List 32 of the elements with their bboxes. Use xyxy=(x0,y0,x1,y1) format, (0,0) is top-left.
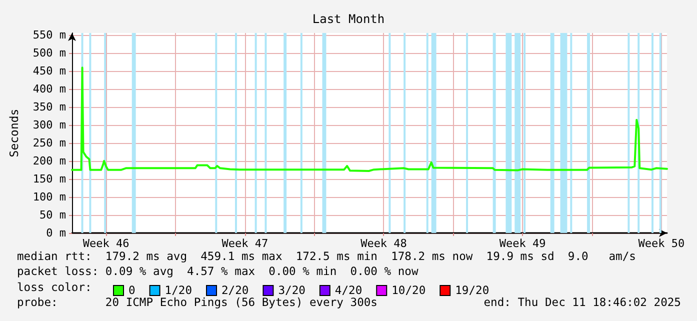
y-tick-label: 100 m xyxy=(32,190,66,204)
y-tick-label: 0 m xyxy=(46,226,66,240)
text: packet loss: 0.09 % avg 4.57 % max 0.00 % min 0.00 % now xyxy=(17,265,418,279)
x-tick-label: Week 49 xyxy=(499,237,546,250)
legend-label: 1/20 xyxy=(164,284,192,297)
y-tick-label: 400 m xyxy=(32,82,66,96)
text: median rtt: 179.2 ms avg 459.1 ms max 172.5 ms min 178.2 ms now 19.9 ms sd 9.0 am/s xyxy=(17,250,636,264)
x-tick-label: Week 47 xyxy=(222,237,268,250)
y-tick-label: 250 m xyxy=(32,136,66,150)
legend-label: 10/20 xyxy=(392,284,426,297)
y-tick-label: 50 m xyxy=(40,208,66,222)
y-tick-label: 300 m xyxy=(32,118,66,132)
x-tick-label: Week 46 xyxy=(82,237,130,250)
y-tick-label: 500 m xyxy=(32,46,66,60)
legend-label: 0 xyxy=(128,284,136,297)
legend-label: 3/20 xyxy=(278,284,306,297)
y-tick-label: 200 m xyxy=(32,154,66,168)
line-series xyxy=(71,66,668,172)
legend-title: loss color: xyxy=(17,281,92,295)
y-tick-label: 150 m xyxy=(32,172,66,186)
legend-label: 2/20 xyxy=(222,284,249,297)
y-tick-label: 450 m xyxy=(32,64,66,78)
y-tick-label: 550 m xyxy=(32,28,66,42)
x-tick-label: Week 50 xyxy=(638,237,685,250)
chart-title: Last Month xyxy=(312,12,385,26)
x-tick-label: Week 48 xyxy=(360,237,407,250)
text: probe: 20 ICMP Echo Pings (56 Bytes) every 300s xyxy=(17,296,378,310)
legend-label: 19/20 xyxy=(455,284,490,297)
legend-label: 4/20 xyxy=(334,284,362,297)
y-axis-title: Seconds xyxy=(7,108,21,158)
y-tick-label: 350 m xyxy=(32,100,66,114)
text: end: Thu Dec 11 18:46:02 2025 xyxy=(484,296,681,310)
